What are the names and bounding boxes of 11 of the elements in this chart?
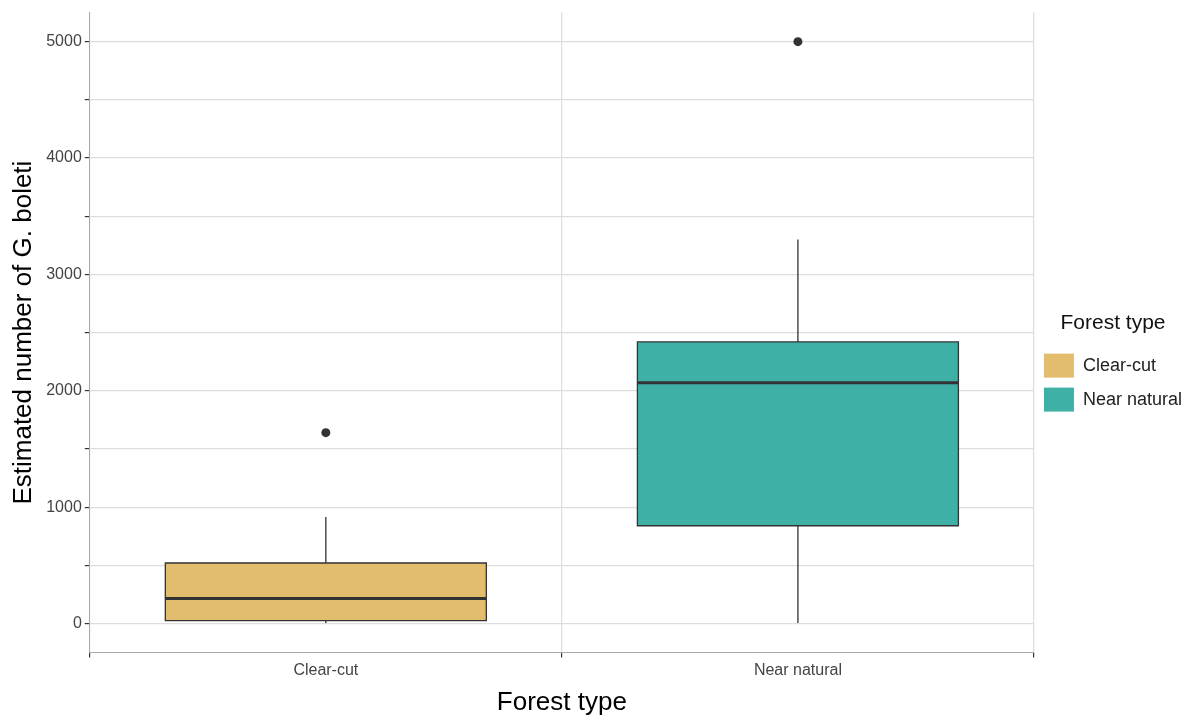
y-tick-label: 3000 bbox=[46, 264, 82, 282]
y-tick-label: 4000 bbox=[46, 148, 82, 166]
y-tick-label: 5000 bbox=[46, 32, 82, 50]
y-tick-label: 0 bbox=[72, 613, 82, 631]
y-tick-label: 1000 bbox=[46, 497, 82, 515]
x-axis-title: Forest type bbox=[496, 685, 627, 716]
y-axis-title: Estimated number of G. boleti bbox=[6, 160, 37, 505]
legend-title: Forest type bbox=[1060, 309, 1166, 333]
legend-label: Clear-cut bbox=[1082, 354, 1156, 375]
y-tick-label: 2000 bbox=[46, 381, 82, 399]
legend-label: Near natural bbox=[1082, 388, 1183, 409]
